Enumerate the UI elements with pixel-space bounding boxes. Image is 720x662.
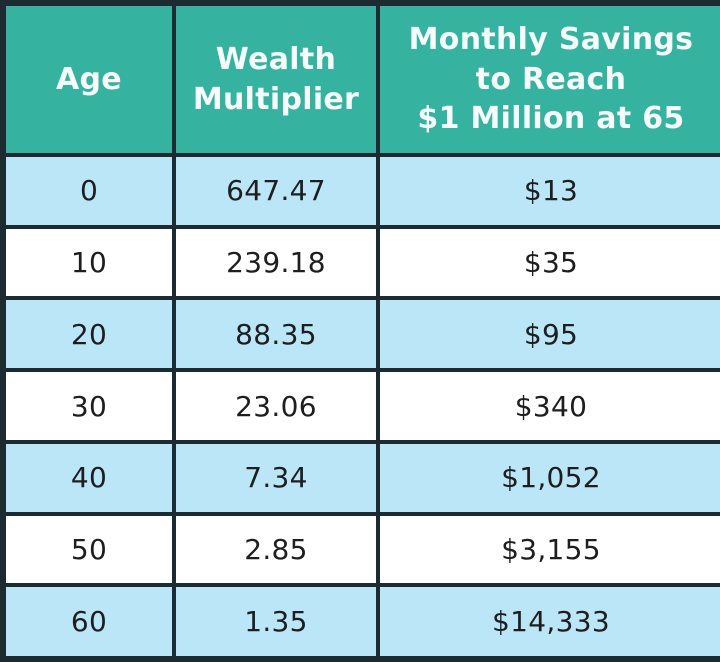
savings-cell: $1,052 [376,439,720,516]
savings-cell: $35 [376,224,720,301]
multiplier-cell: 88.35 [172,296,380,373]
header-row: Age Wealth Multiplier Monthly Savings to… [1,1,720,157]
age-cell: 20 [1,296,176,373]
multiplier-cell: 23.06 [172,368,380,444]
multiplier-cell: 2.85 [172,511,380,588]
table-row: 50 2.85 $3,155 [1,511,720,588]
table-row: 30 23.06 $340 [1,368,720,444]
age-cell: 60 [1,583,176,661]
savings-cell: $3,155 [376,511,720,588]
savings-cell: $95 [376,296,720,373]
savings-cell: $340 [376,368,720,444]
age-cell: 0 [1,153,176,229]
savings-cell: $14,333 [376,583,720,661]
header-monthly-savings: Monthly Savings to Reach $1 Million at 6… [376,1,720,157]
age-cell: 50 [1,511,176,588]
multiplier-cell: 7.34 [172,439,380,516]
age-cell: 30 [1,368,176,444]
table-row: 0 647.47 $13 [1,153,720,229]
table-row: 40 7.34 $1,052 [1,439,720,516]
savings-cell: $13 [376,153,720,229]
table-row: 20 88.35 $95 [1,296,720,373]
header-wealth-multiplier: Wealth Multiplier [172,1,380,157]
header-age: Age [1,1,176,157]
table-row: 60 1.35 $14,333 [1,583,720,661]
multiplier-cell: 1.35 [172,583,380,661]
age-cell: 10 [1,224,176,301]
multiplier-cell: 239.18 [172,224,380,301]
age-cell: 40 [1,439,176,516]
multiplier-cell: 647.47 [172,153,380,229]
table-row: 10 239.18 $35 [1,224,720,301]
